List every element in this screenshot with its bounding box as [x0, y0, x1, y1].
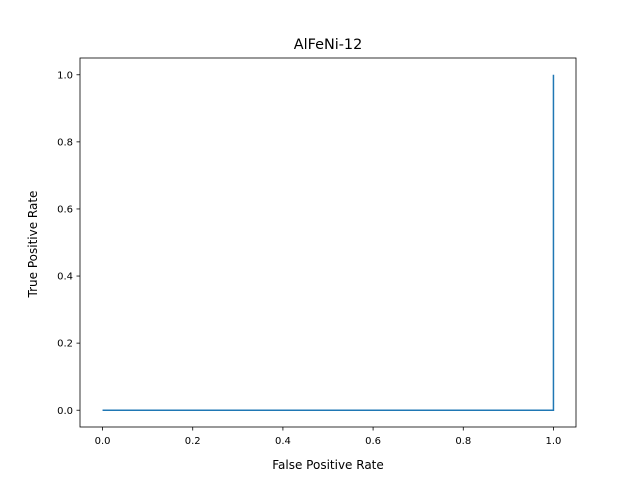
x-tick-label: 0.4	[275, 436, 291, 447]
axes-frame	[79, 57, 577, 428]
plot-area: 0.0 0.2 0.4 0.6 0.8 1.0 0.0 0.2 0.4 0.6 0.8 1.0	[57, 57, 577, 447]
y-tick-label: 1.0	[57, 70, 73, 81]
x-axis-label: False Positive Rate	[272, 458, 384, 472]
y-tick-label: 0.4	[57, 272, 73, 283]
x-tick-label: 0.6	[365, 436, 381, 447]
y-tick-label: 0.8	[57, 137, 73, 148]
x-tick-label: 1.0	[546, 436, 562, 447]
y-tick-label: 0.6	[57, 205, 73, 216]
roc-curve-line-0	[102, 74, 555, 411]
x-tick-label: 0.2	[185, 436, 201, 447]
y-tick-label: 0.0	[57, 406, 73, 417]
x-tick-label: 0.8	[455, 436, 471, 447]
x-tick-label: 0.0	[95, 436, 111, 447]
y-tick-label: 0.2	[57, 339, 73, 350]
chart-title: AlFeNi-12	[294, 37, 362, 53]
y-axis-label: True Positive Rate	[26, 191, 40, 299]
